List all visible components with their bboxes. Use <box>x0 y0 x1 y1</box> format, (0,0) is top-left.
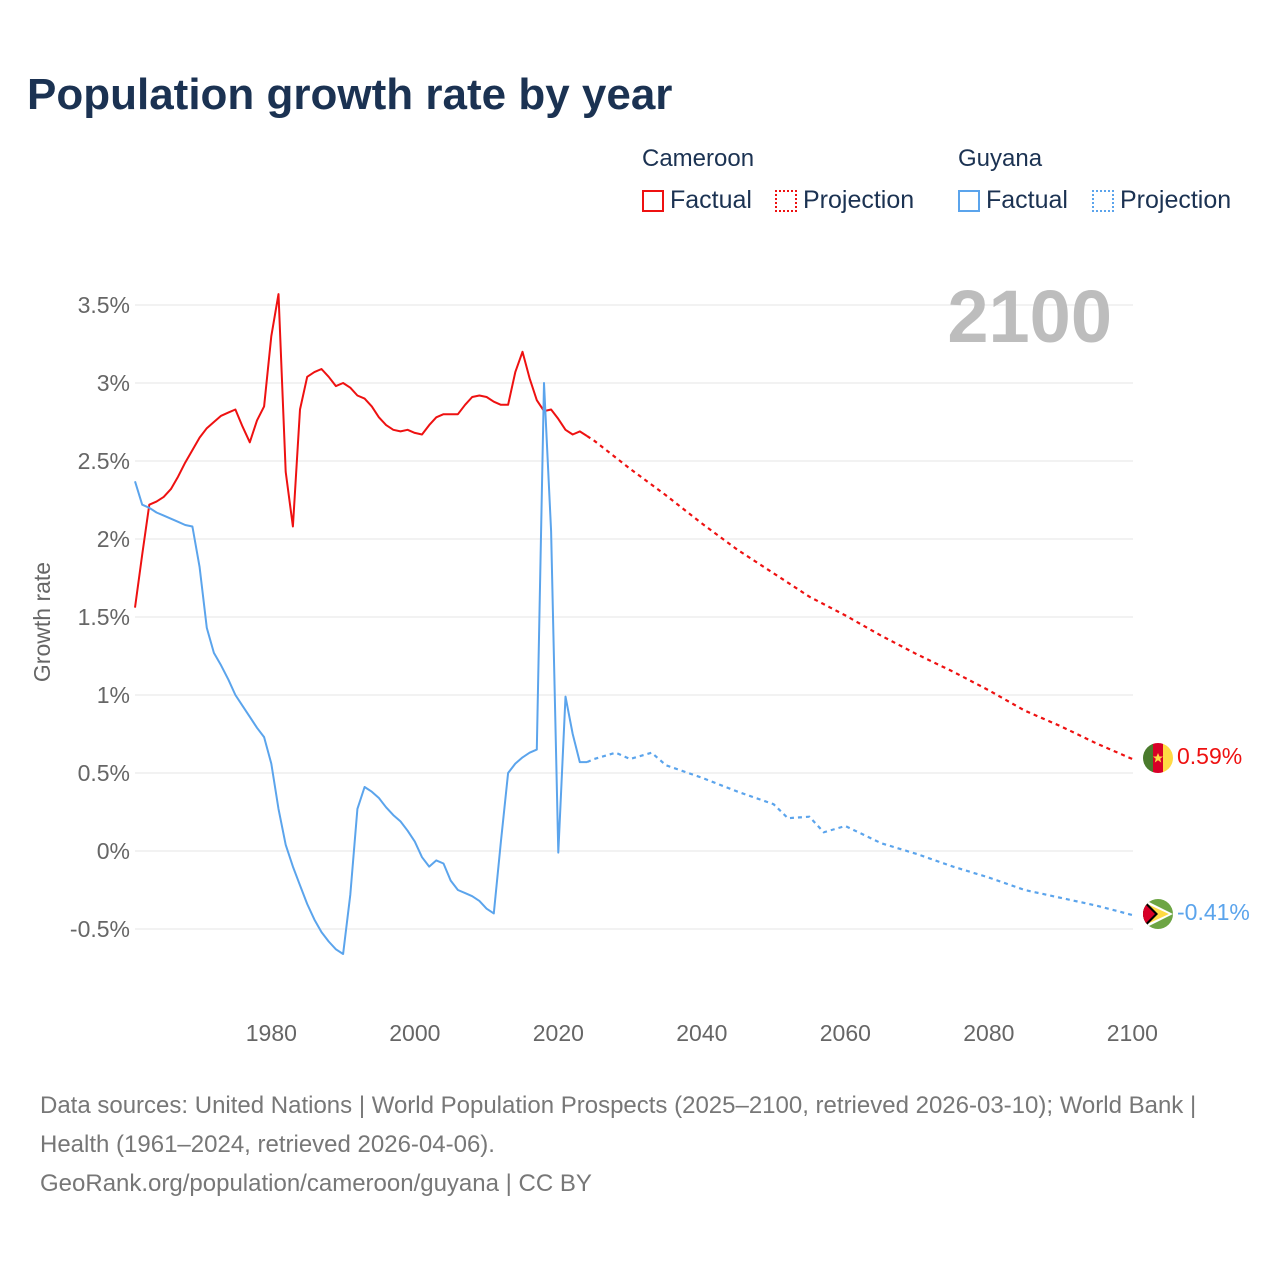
legend-group-cameroon: Cameroon <box>642 145 755 172</box>
cameroon-projection-line <box>586 435 1133 761</box>
guyana-factual-line <box>134 382 587 955</box>
y-tick-label: 2% <box>97 526 130 552</box>
cameroon-end-label: 0.59% <box>1177 743 1242 769</box>
x-tick-label: 2020 <box>533 1020 584 1046</box>
chart-title: Population growth rate by year <box>27 70 673 119</box>
legend-cameroon-factual[interactable]: Factual <box>642 186 752 215</box>
y-tick-label: 1% <box>97 682 130 708</box>
x-tick-label: 2080 <box>963 1020 1014 1046</box>
legend-swatch-solid <box>958 189 980 212</box>
footer: Data sources: United Nations | World Pop… <box>40 1086 1240 1203</box>
legend-cameroon-projection[interactable]: Projection <box>775 186 914 215</box>
x-tick-label: 2100 <box>1107 1020 1158 1046</box>
legend-swatch-dotted <box>1092 189 1114 212</box>
guyana-end-label: -0.41% <box>1177 899 1250 925</box>
y-tick-label: 0.5% <box>78 760 130 786</box>
data-sources: Data sources: United Nations | World Pop… <box>40 1092 1197 1158</box>
legend-guyana-factual[interactable]: Factual <box>958 186 1068 215</box>
guyana-flag-icon <box>1143 899 1173 929</box>
attribution-link[interactable]: GeoRank.org/population/cameroon/guyana |… <box>40 1170 592 1197</box>
y-tick-label: -0.5% <box>70 916 130 942</box>
legend-label: Factual <box>670 186 752 214</box>
y-tick-label: 1.5% <box>78 604 130 630</box>
legend-group-guyana: Guyana <box>958 145 1043 172</box>
legend-swatch-solid <box>642 189 664 212</box>
legend-label: Projection <box>1120 186 1232 214</box>
y-axis-label: Growth rate <box>29 562 55 682</box>
year-badge: 2100 <box>947 275 1112 358</box>
legend-guyana-projection[interactable]: Projection <box>1092 186 1231 215</box>
x-tick-label: 2040 <box>676 1020 727 1046</box>
cameroon-flag-icon <box>1143 743 1173 773</box>
y-tick-label: 3.5% <box>78 292 130 318</box>
x-tick-label: 2000 <box>389 1020 440 1046</box>
y-tick-label: 2.5% <box>78 448 130 474</box>
x-tick-label: 1980 <box>246 1020 297 1046</box>
legend-label: Projection <box>803 186 915 214</box>
y-tick-label: 3% <box>97 370 130 396</box>
x-tick-label: 2060 <box>820 1020 871 1046</box>
guyana-projection-line <box>586 751 1133 917</box>
legend-label: Factual <box>986 186 1068 214</box>
legend-swatch-dotted <box>775 189 797 212</box>
y-tick-label: 0% <box>97 838 130 864</box>
cameroon-factual-line <box>134 293 588 608</box>
